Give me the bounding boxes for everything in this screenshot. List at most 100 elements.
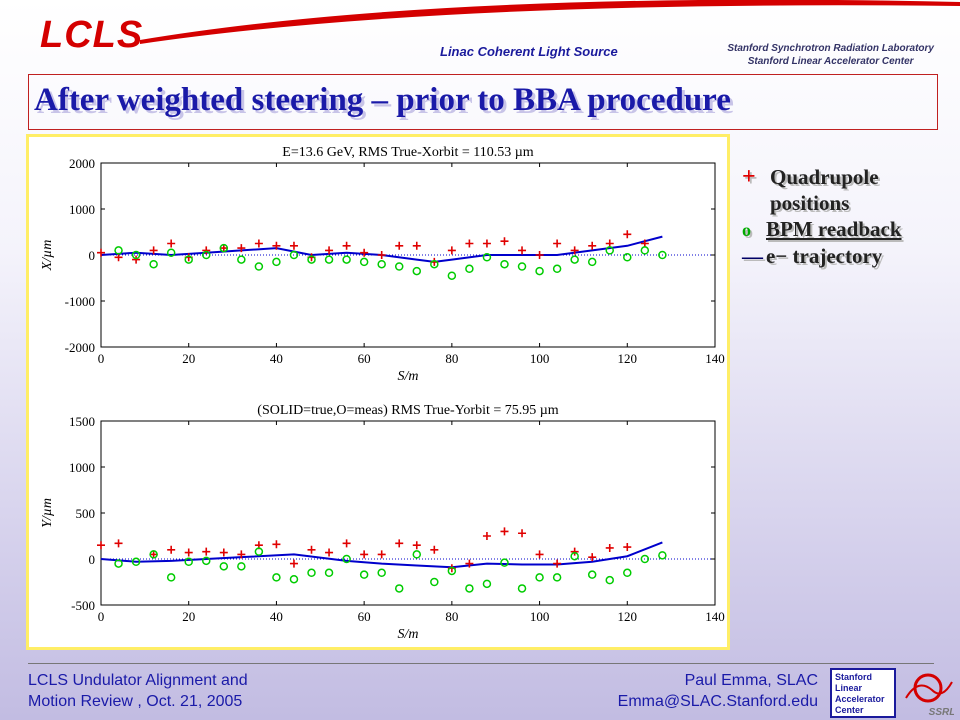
chart2-y-tick-label: 0 — [89, 552, 96, 567]
chart1-y-tick-label: 2000 — [69, 156, 95, 171]
orbit-charts: 0 20 40 60 80 100 120 140200010000-1000-2000E=1… — [40, 145, 725, 642]
chart1-quad-marker — [553, 239, 562, 248]
chart2-quad-marker — [518, 529, 527, 538]
chart1-bpm-marker — [289, 250, 299, 260]
footer-email[interactable]: Emma@SLAC.Stanford.edu — [617, 693, 818, 710]
chart1-quad-marker — [377, 251, 386, 259]
legend-bpm-label: BPM readback — [766, 217, 902, 241]
chart1-x-tick-label: 120 — [618, 351, 638, 366]
chart2-quad-marker — [535, 550, 544, 559]
chart2-bpm-marker — [359, 570, 369, 579]
chart1-quad-marker — [535, 251, 544, 259]
chart2-x-tick-label: 120 — [618, 609, 638, 624]
chart1-quad-marker — [623, 230, 632, 239]
org-line-1: Stanford Synchrotron Radiation Laborator… — [727, 43, 934, 54]
chart2-title: (SOLID=true,O=meas) RMS True-Yorbit = 75… — [257, 403, 559, 418]
chart1-x-tick-label: 100 — [530, 351, 550, 366]
chart1-quad-marker — [342, 241, 351, 250]
chart1-quad-marker — [132, 255, 141, 264]
chart1-quad-marker — [395, 241, 404, 250]
chart2-bpm-marker — [254, 547, 264, 556]
chart2-bpm-marker — [342, 554, 351, 564]
chart2-quad-marker — [570, 547, 579, 556]
chart1-x-label: S/m — [398, 369, 419, 384]
chart2-x-label: S/m — [398, 627, 419, 642]
chart2-trajectory-line — [100, 541, 663, 569]
chart2-quad-marker — [588, 553, 597, 562]
chart1-quad-marker — [482, 239, 491, 248]
legend-quad-label-2: positions — [770, 191, 850, 215]
chart1-title: E=13.6 GeV, RMS True-Xorbit = 110.53 µm — [282, 145, 533, 160]
chart2-bpm-marker — [289, 574, 299, 584]
chart2-bpm-marker — [324, 568, 334, 578]
ssrl-logo: SSRL — [905, 673, 954, 718]
chart2-y-label: Y/µm — [40, 498, 55, 528]
chart2-quad-marker — [553, 559, 562, 568]
chart2-bpm-marker — [535, 573, 544, 582]
chart2-quad-marker — [605, 543, 614, 552]
chart1-bpm-marker — [254, 262, 264, 271]
chart1-bpm-marker — [377, 259, 386, 269]
chart1-quad-marker — [570, 246, 579, 255]
chart1-bpm-marker — [587, 257, 597, 267]
chart1-bpm-marker — [430, 259, 439, 269]
chart1-bpm-marker — [552, 264, 562, 274]
chart1-bpm-marker — [570, 255, 579, 264]
chart2-quad-marker — [500, 527, 509, 536]
chart2-x-tick-label: 40 — [270, 609, 283, 624]
chart2-bpm-marker — [412, 550, 422, 559]
chart1-quad-marker — [412, 241, 421, 250]
org-line-2: Stanford Linear Accelerator Center — [747, 56, 914, 67]
header-swoosh — [140, 0, 960, 44]
chart2-bpm-marker — [605, 575, 614, 585]
chart1-bpm-marker — [272, 257, 281, 267]
legend: + Quadrupole positions o BPM readback — e− … — [742, 164, 902, 269]
chart1-bpm-marker — [640, 246, 650, 255]
chart1-quad-marker — [97, 248, 105, 257]
chart1-quad-marker — [149, 246, 158, 255]
chart2-quad-marker — [307, 545, 316, 554]
lcls-logo: LCLS — [40, 14, 144, 56]
chart2-quad-marker — [219, 548, 228, 557]
chart1-plot-area — [100, 162, 716, 348]
chart2-bpm-marker — [394, 584, 404, 593]
chart1-bpm-marker — [412, 266, 422, 276]
chart2-quad-marker — [97, 541, 105, 550]
line-icon: — — [742, 244, 763, 268]
chart1-bpm-marker — [166, 248, 176, 257]
chart2-quad-marker — [377, 550, 386, 559]
chart1-quad-marker — [289, 241, 298, 250]
chart2-quad-marker — [202, 547, 211, 556]
chart2-bpm-marker — [465, 584, 474, 593]
chart1-bpm-marker — [394, 262, 404, 271]
chart1-quad-marker — [465, 239, 474, 248]
chart1-bpm-marker — [342, 255, 351, 264]
plus-icon: + — [742, 164, 756, 190]
footer-author: Paul Emma, SLAC — [684, 672, 818, 689]
chart2-y-tick-label: 500 — [76, 506, 96, 521]
chart1-bpm-marker — [202, 250, 211, 260]
chart1-bpm-marker — [131, 250, 141, 260]
chart2-quad-marker — [272, 540, 281, 549]
linac-subtitle: Linac Coherent Light Source — [440, 44, 618, 59]
chart2-bpm-marker — [202, 556, 211, 566]
chart1-quad-marker — [254, 239, 263, 248]
chart2-y-tick-label: -500 — [71, 598, 95, 613]
chart1-quad-marker — [518, 246, 527, 255]
chart1-bpm-marker — [237, 255, 246, 264]
chart2-x-tick-label: 140 — [705, 609, 725, 624]
footer-divider — [28, 663, 934, 664]
chart1-quad-marker — [360, 248, 369, 257]
chart2-bpm-marker — [219, 562, 229, 571]
chart2-bpm-marker — [517, 584, 527, 593]
chart2-quad-marker — [325, 548, 334, 557]
chart1-quad-marker — [500, 237, 509, 246]
chart2-bpm-marker — [623, 568, 632, 578]
chart1-bpm-marker — [623, 253, 632, 262]
chart1-bpm-marker — [482, 253, 492, 262]
chart2-x-tick-label: 0 — [98, 609, 105, 624]
chart1-x-tick-label: 0 — [98, 351, 105, 366]
legend-quad: + Quadrupole — [742, 164, 902, 190]
chart1-y-label: X/µm — [40, 240, 55, 272]
legend-traj-label: e− trajectory — [766, 244, 883, 268]
